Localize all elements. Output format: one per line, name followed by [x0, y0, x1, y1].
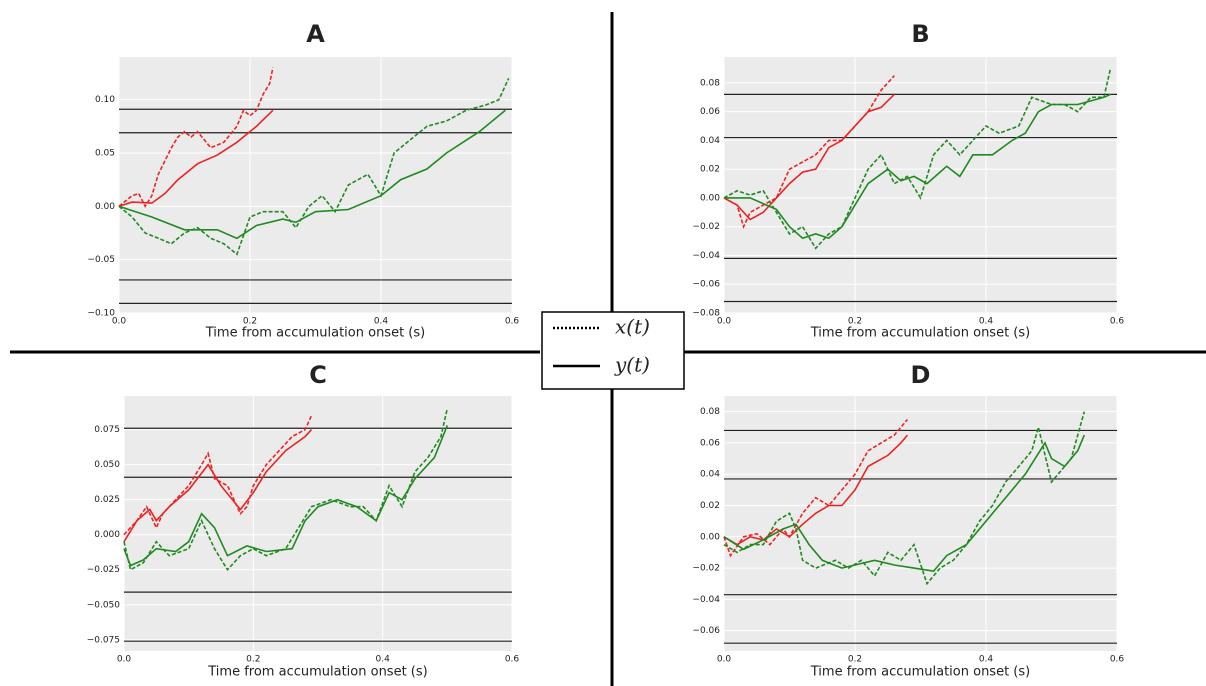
y-tick-label: −0.08: [692, 309, 720, 319]
x-axis-label: Time from accumulation onset (s): [810, 326, 1030, 341]
series-line: [723, 93, 895, 221]
series-line: [123, 429, 313, 543]
series-line: [723, 75, 895, 229]
y-tick-label: 0.025: [94, 495, 120, 505]
y-tick-label: −0.050: [87, 600, 121, 610]
series-line: [118, 109, 506, 240]
series-line: [118, 77, 510, 256]
y-tick-label: −0.02: [692, 222, 720, 232]
y-tick-label: 0.050: [94, 460, 120, 470]
y-tick-label: −0.025: [87, 565, 120, 575]
x-tick-label: 0.2: [848, 655, 862, 665]
y-tick-label: −0.05: [87, 255, 115, 265]
x-tick-label: 0.0: [117, 655, 132, 665]
y-tick-label: 0.08: [700, 407, 720, 417]
x-tick-label: 0.4: [376, 655, 391, 665]
x-tick-label: 0.6: [1110, 317, 1125, 327]
panel-title: B: [911, 20, 929, 48]
y-tick-label: 0.04: [700, 136, 720, 146]
y-tick-label: 0.00: [700, 532, 720, 542]
series-line: [118, 109, 274, 208]
y-tick-label: −0.075: [87, 635, 120, 645]
y-tick-label: 0.075: [94, 425, 120, 435]
y-tick-label: 0.05: [95, 149, 115, 159]
x-axis-label: Time from accumulation onset (s): [205, 326, 425, 341]
x-tick-label: 0.4: [374, 317, 389, 327]
panel-title: D: [911, 361, 931, 389]
y-tick-label: 0.10: [95, 95, 115, 105]
y-tick-label: 0.00: [700, 193, 720, 203]
y-tick-label: 0.000: [94, 530, 120, 540]
plot-area: [724, 396, 1117, 651]
y-tick-label: −0.06: [692, 280, 720, 290]
y-tick-label: −0.06: [692, 626, 720, 636]
x-tick-label: 0.4: [979, 655, 994, 665]
series-line: [723, 418, 909, 558]
series-line: [724, 93, 1111, 240]
series-line: [723, 411, 1086, 586]
y-tick-label: −0.02: [692, 564, 720, 574]
series-line: [123, 408, 449, 572]
y-tick-label: −0.10: [87, 309, 115, 319]
panel-title: C: [309, 361, 327, 389]
plot-area: [119, 57, 512, 313]
y-tick-label: 0.08: [700, 78, 720, 88]
y-tick-label: 0.00: [95, 202, 115, 212]
legend-label: x(t): [615, 315, 650, 339]
x-tick-label: 0.0: [717, 317, 732, 327]
x-tick-label: 0.6: [505, 655, 520, 665]
series-line: [118, 67, 274, 208]
panel-title: A: [306, 20, 325, 48]
series-line: [723, 434, 1086, 573]
legend-box: [541, 311, 685, 390]
y-tick-label: 0.02: [700, 165, 720, 175]
y-tick-label: 0.02: [700, 501, 720, 511]
x-tick-label: 0.2: [848, 317, 862, 327]
x-tick-label: 0.2: [243, 317, 257, 327]
plot-area: [724, 57, 1117, 313]
y-tick-label: 0.06: [700, 438, 720, 448]
legend-label: y(t): [614, 353, 650, 377]
series-line: [123, 415, 313, 536]
y-tick-label: 0.04: [700, 470, 720, 480]
y-tick-label: −0.04: [692, 251, 720, 261]
x-tick-label: 0.4: [979, 317, 994, 327]
x-tick-label: 0.6: [505, 317, 520, 327]
y-tick-label: −0.04: [692, 595, 720, 605]
x-tick-label: 0.2: [246, 655, 260, 665]
x-axis-label: Time from accumulation onset (s): [207, 665, 427, 680]
x-tick-label: 0.6: [1110, 655, 1125, 665]
plot-area: [124, 396, 512, 651]
x-tick-label: 0.0: [717, 655, 732, 665]
x-tick-label: 0.0: [112, 317, 127, 327]
series-line: [723, 434, 909, 546]
series-line: [123, 425, 449, 567]
y-tick-label: 0.06: [700, 107, 720, 117]
x-axis-label: Time from accumulation onset (s): [810, 665, 1030, 680]
